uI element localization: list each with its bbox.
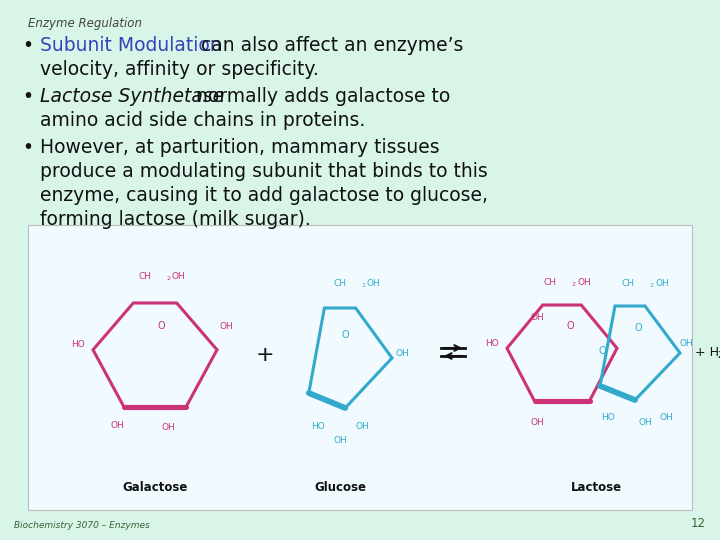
Text: +: + (256, 345, 274, 365)
Text: O: O (158, 321, 165, 332)
Text: OH: OH (530, 314, 544, 322)
Text: O: O (598, 346, 606, 356)
Text: velocity, affinity or specificity.: velocity, affinity or specificity. (40, 60, 319, 79)
Text: OH: OH (366, 279, 381, 288)
Text: O: O (634, 323, 642, 333)
Text: HO: HO (485, 339, 499, 348)
Text: OH: OH (395, 348, 409, 357)
Text: + H: + H (695, 347, 719, 360)
Text: enzyme, causing it to add galactose to glucose,: enzyme, causing it to add galactose to g… (40, 186, 488, 205)
Text: produce a modulating subunit that binds to this: produce a modulating subunit that binds … (40, 162, 487, 181)
Text: Glucose: Glucose (314, 481, 366, 494)
Text: O: O (341, 330, 349, 341)
Text: •: • (22, 36, 33, 55)
Text: O: O (566, 321, 574, 331)
Text: normally adds galactose to: normally adds galactose to (190, 87, 450, 106)
Text: OH: OH (660, 413, 674, 422)
Text: CH: CH (334, 279, 347, 288)
Text: Galactose: Galactose (122, 481, 188, 494)
Text: OH: OH (655, 279, 669, 288)
Text: HO: HO (601, 413, 615, 422)
Text: OH: OH (356, 422, 369, 431)
Text: OH: OH (333, 436, 347, 445)
Text: 2: 2 (572, 282, 576, 287)
Text: CH: CH (139, 272, 152, 281)
Text: 2: 2 (362, 283, 366, 288)
Text: CH: CH (544, 278, 557, 287)
Text: HO: HO (71, 340, 85, 349)
Text: Lactose: Lactose (570, 481, 621, 494)
Text: can also affect an enzyme’s: can also affect an enzyme’s (195, 36, 464, 55)
Text: •: • (22, 87, 33, 106)
Text: OH: OH (680, 339, 694, 348)
Text: OH: OH (161, 423, 175, 432)
Text: •: • (22, 138, 33, 157)
Text: HO: HO (310, 422, 325, 431)
Text: However, at parturition, mammary tissues: However, at parturition, mammary tissues (40, 138, 440, 157)
Text: OH: OH (172, 272, 186, 281)
Text: Biochemistry 3070 – Enzymes: Biochemistry 3070 – Enzymes (14, 521, 150, 530)
Text: forming lactose (milk sugar).: forming lactose (milk sugar). (40, 210, 311, 229)
Text: Enzyme Regulation: Enzyme Regulation (28, 17, 142, 30)
Text: 2: 2 (717, 350, 720, 360)
Text: amino acid side chains in proteins.: amino acid side chains in proteins. (40, 111, 365, 130)
Text: OH: OH (111, 421, 125, 430)
Text: OH: OH (220, 322, 234, 331)
Text: Lactose Synthetase: Lactose Synthetase (40, 87, 224, 106)
Text: 2: 2 (650, 283, 654, 288)
Text: 2: 2 (167, 276, 171, 281)
Text: OH: OH (638, 418, 652, 427)
FancyBboxPatch shape (28, 225, 692, 510)
Text: OH: OH (530, 418, 544, 427)
Text: CH: CH (622, 279, 635, 288)
Text: 12: 12 (691, 517, 706, 530)
Text: OH: OH (577, 278, 590, 287)
Text: Subunit Modulation: Subunit Modulation (40, 36, 222, 55)
